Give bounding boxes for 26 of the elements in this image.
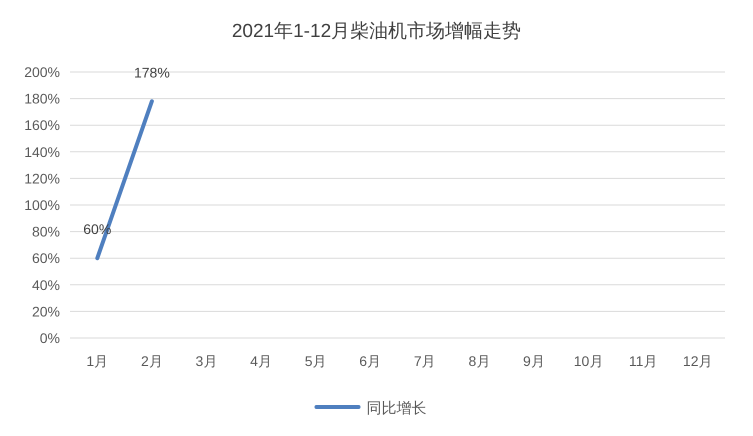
x-tick-label: 11月 <box>628 353 658 369</box>
x-tick-label: 5月 <box>304 353 327 369</box>
x-tick-label: 1月 <box>86 353 108 369</box>
legend-label: 同比增长 <box>366 400 426 417</box>
x-tick-label: 4月 <box>250 353 272 369</box>
x-tick-label: 2月 <box>140 353 163 369</box>
chart-title: 2021年1-12月柴油机市场增幅走势 <box>232 20 522 42</box>
y-tick-label: 120% <box>24 170 60 186</box>
y-tick-label: 140% <box>24 144 60 160</box>
y-tick-label: 180% <box>24 90 60 107</box>
y-tick-label: 0% <box>40 330 60 346</box>
x-tick-label: 8月 <box>468 353 490 369</box>
x-tick-label: 12月 <box>682 353 712 369</box>
y-tick-label: 100% <box>24 197 60 213</box>
y-tick-label: 80% <box>32 224 60 240</box>
x-tick-label: 9月 <box>523 353 545 369</box>
data-label: 178% <box>134 64 170 80</box>
x-tick-label: 10月 <box>574 353 604 369</box>
y-tick-label: 60% <box>32 250 60 266</box>
y-tick-label: 200% <box>24 64 60 80</box>
x-tick-label: 7月 <box>414 353 436 369</box>
y-tick-label: 40% <box>32 276 60 293</box>
y-tick-label: 20% <box>32 303 60 320</box>
y-tick-label: 160% <box>24 117 60 134</box>
x-tick-label: 3月 <box>196 353 218 369</box>
x-tick-label: 6月 <box>359 353 382 369</box>
